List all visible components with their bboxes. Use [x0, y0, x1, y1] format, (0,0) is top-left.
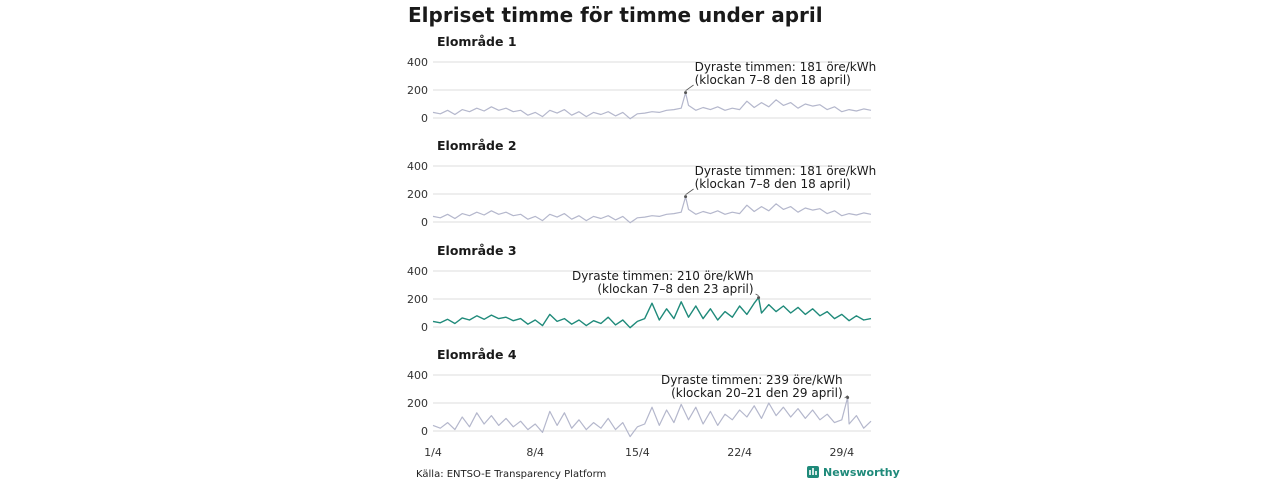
panel-4: Elområde 4 0 200 400 Dyraste timmen: 239 öre… [407, 347, 872, 459]
y-tick-label: 200 [407, 84, 428, 97]
y-tick-label: 200 [407, 293, 428, 306]
panel-title: Elområde 4 [437, 347, 517, 362]
panel-3: Elområde 3 0 200 400 Dyraste timmen: 210 öre… [407, 243, 872, 334]
series-line [432, 396, 872, 438]
y-tick-label: 0 [421, 216, 428, 229]
panel-title: Elområde 3 [437, 243, 517, 258]
y-tick-label: 400 [407, 160, 428, 173]
brand-icon-mark [809, 468, 817, 475]
panel-title: Elområde 1 [437, 34, 517, 49]
chart-title: Elpriset timme för timme under april [408, 3, 823, 27]
y-tick-label: 0 [421, 112, 428, 125]
annotation-leader [844, 395, 848, 399]
annotation-text: Dyraste timmen: 181 öre/kWh [695, 164, 877, 178]
x-tick-label: 8/4 [526, 446, 544, 459]
annotation-text: Dyraste timmen: 239 öre/kWh [661, 373, 843, 387]
panel-2: Elområde 2 0 200 400 Dyraste timmen: 181 öre… [407, 138, 876, 229]
y-tick-label: 400 [407, 56, 428, 69]
panel-1: Elområde 1 0 200 400 Dyraste timmen: 181 öre… [407, 34, 876, 125]
annotation-text: Dyraste timmen: 181 öre/kWh [695, 60, 877, 74]
brand-name: Newsworthy [823, 466, 900, 479]
x-tick-label: 1/4 [424, 446, 442, 459]
annotation-point [757, 296, 761, 300]
y-tick-label: 0 [421, 321, 428, 334]
x-tick-label: 22/4 [727, 446, 752, 459]
brand-logo[interactable]: Newsworthy [807, 466, 900, 479]
annotation-text: (klockan 7–8 den 23 april) [597, 282, 753, 296]
annotation-text: Dyraste timmen: 210 öre/kWh [572, 269, 754, 283]
source-note: Källa: ENTSO-E Transparency Platform [416, 469, 606, 480]
y-tick-label: 400 [407, 265, 428, 278]
y-tick-label: 200 [407, 188, 428, 201]
annotation-text: (klockan 7–8 den 18 april) [695, 177, 851, 191]
annotation-point [846, 396, 850, 400]
annotation-point [684, 195, 688, 199]
series-line [432, 92, 872, 120]
series-line [432, 296, 872, 329]
x-tick-label: 29/4 [829, 446, 854, 459]
panels: Elområde 1 0 200 400 Dyraste timmen: 181 öre… [407, 34, 876, 459]
x-tick-label: 15/4 [625, 446, 650, 459]
annotation-leader [755, 293, 759, 296]
series-line [432, 196, 872, 224]
panel-title: Elområde 2 [437, 138, 517, 153]
annotation-leader [685, 84, 694, 91]
annotation-text: (klockan 20–21 den 29 april) [671, 386, 843, 400]
y-tick-label: 400 [407, 369, 428, 382]
y-tick-label: 0 [421, 425, 428, 438]
annotation-text: (klockan 7–8 den 18 april) [695, 73, 851, 87]
annotation-leader [685, 188, 694, 195]
y-tick-label: 200 [407, 397, 428, 410]
annotation-point [684, 91, 688, 95]
